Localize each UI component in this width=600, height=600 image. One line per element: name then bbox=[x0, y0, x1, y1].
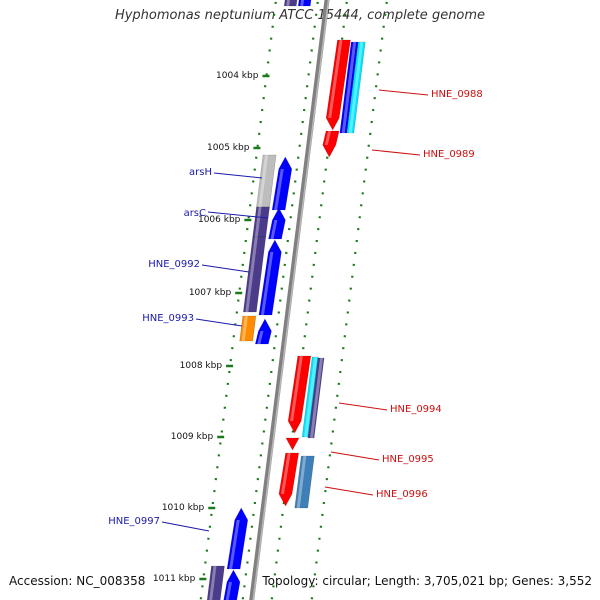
gene-hne-0996-red-gloss bbox=[280, 453, 291, 494]
gene-hne-0993 bbox=[254, 318, 272, 345]
gene-label[interactable]: arsH bbox=[189, 167, 212, 178]
gene-arsc bbox=[268, 207, 286, 240]
scale-tick-label: 1008 kbp bbox=[180, 361, 223, 371]
gene-hne-0995 bbox=[285, 437, 301, 451]
guide-track-2 bbox=[241, 0, 320, 600]
gene-leader-line bbox=[213, 172, 263, 179]
gene-top-forward bbox=[297, 0, 312, 7]
gene-leader-line bbox=[324, 486, 374, 496]
gene-arsc-shade-gloss bbox=[254, 207, 262, 237]
gene-hne-0993-gloss bbox=[257, 331, 264, 344]
gene-hne-0992-gloss bbox=[260, 252, 274, 315]
genome-title: Hyphomonas neptunium ATCC 15444, complet… bbox=[114, 8, 486, 23]
gene-arsh-gloss bbox=[274, 169, 284, 210]
guide-track-1 bbox=[199, 0, 278, 600]
gene-hne-0994-slate-gloss bbox=[310, 358, 324, 438]
gene-hne-0994-cyan-gloss bbox=[304, 357, 318, 437]
scale-tick-label: 1007 kbp bbox=[189, 288, 232, 298]
scale-tick-label: 1006 kbp bbox=[198, 215, 241, 225]
gene-label[interactable]: HNE_0997 bbox=[108, 516, 160, 527]
gene-features bbox=[206, 0, 366, 600]
gene-top-forward-gloss bbox=[300, 0, 305, 6]
gene-hne-0993-shade-gloss bbox=[241, 316, 248, 341]
track-guides bbox=[199, 0, 389, 600]
gene-arsc-shade bbox=[252, 206, 270, 238]
gene-label[interactable]: HNE_0988 bbox=[431, 89, 483, 100]
accession-text: Accession: NC_008358 bbox=[9, 574, 146, 588]
gene-hne-0989-gloss bbox=[324, 131, 332, 145]
guide-track-3 bbox=[270, 0, 349, 600]
genome-backbone bbox=[249, 0, 330, 600]
gene-hne-0992 bbox=[258, 239, 282, 316]
backbone-highlight bbox=[252, 0, 330, 600]
gene-top-forward-2-gloss bbox=[286, 0, 291, 6]
gene-hne-0992-shade-gloss bbox=[245, 237, 258, 312]
backbone-line bbox=[249, 0, 330, 600]
gene-label[interactable]: HNE_0995 bbox=[382, 454, 434, 465]
scale-tick-label: 1009 kbp bbox=[171, 432, 214, 442]
gene-label[interactable]: HNE_0993 bbox=[142, 313, 194, 324]
gene-top-forward-2 bbox=[283, 0, 298, 7]
gene-hne-0988-cyan-gloss bbox=[348, 42, 364, 133]
gene-label[interactable]: HNE_0992 bbox=[148, 259, 200, 270]
gene-bottom-shade bbox=[206, 565, 225, 600]
gene-hne-0988-red bbox=[325, 39, 351, 131]
gene-leader-line bbox=[207, 211, 269, 219]
gene-hne-0994-slate bbox=[307, 357, 325, 439]
gene-hne-0994-red-gloss bbox=[290, 356, 303, 421]
gene-hne-0996-red bbox=[278, 452, 300, 507]
scale-tick-label: 1005 kbp bbox=[207, 143, 250, 153]
gene-leader-line bbox=[338, 402, 388, 411]
gene-hne-0996-gloss bbox=[296, 456, 307, 508]
gene-bottom-forward-gloss bbox=[225, 582, 232, 600]
gene-leader-line bbox=[195, 318, 243, 327]
gene-hne-0988-blue-gloss bbox=[341, 42, 357, 133]
gene-label[interactable]: HNE_0994 bbox=[390, 404, 442, 415]
gene-hne-0993-shade bbox=[239, 315, 257, 342]
gene-leader-line bbox=[378, 89, 429, 96]
gene-hne-0996 bbox=[294, 455, 315, 509]
gene-hne-0997 bbox=[226, 507, 249, 570]
gene-label[interactable]: HNE_0989 bbox=[423, 149, 475, 160]
gene-bottom-shade-gloss bbox=[209, 566, 217, 600]
topology-text: Topology: circular; Length: 3,705,021 bp… bbox=[262, 574, 592, 588]
scale-tick-label: 1004 kbp bbox=[216, 71, 259, 81]
gene-leader-line bbox=[371, 149, 421, 156]
gene-hne-0988-cyan bbox=[346, 41, 366, 134]
gene-hne-0997-gloss bbox=[229, 520, 240, 569]
gene-hne-0994-red bbox=[287, 355, 312, 434]
scale-tick-label: 1010 kbp bbox=[162, 503, 205, 513]
gene-label[interactable]: arsC bbox=[184, 208, 206, 219]
gene-hne-0994-cyan bbox=[301, 356, 319, 438]
gene-leader-line bbox=[330, 451, 380, 461]
gene-hne-0989 bbox=[322, 130, 340, 158]
gene-hne-0988-red-gloss bbox=[328, 40, 343, 118]
guide-track-4 bbox=[310, 0, 389, 600]
gene-leader-line bbox=[201, 264, 250, 273]
scale-tick-label: 1011 kbp bbox=[153, 574, 196, 584]
gene-arsc-gloss bbox=[270, 220, 278, 239]
gene-labels: HNE_0988 HNE_0989 arsH arsC HNE_0992 HNE_0993… bbox=[108, 89, 483, 532]
gene-leader-line bbox=[161, 521, 210, 532]
gene-hne-0992-shade bbox=[243, 236, 267, 313]
gene-bottom-forward bbox=[223, 569, 241, 600]
scale-ticks: 1004 kbp 1005 kbp 1006 kbp 1007 kbp 1008 kbp… bbox=[153, 71, 270, 584]
gene-arsh-shade-gloss bbox=[258, 155, 269, 207]
gene-label[interactable]: HNE_0996 bbox=[376, 489, 428, 500]
